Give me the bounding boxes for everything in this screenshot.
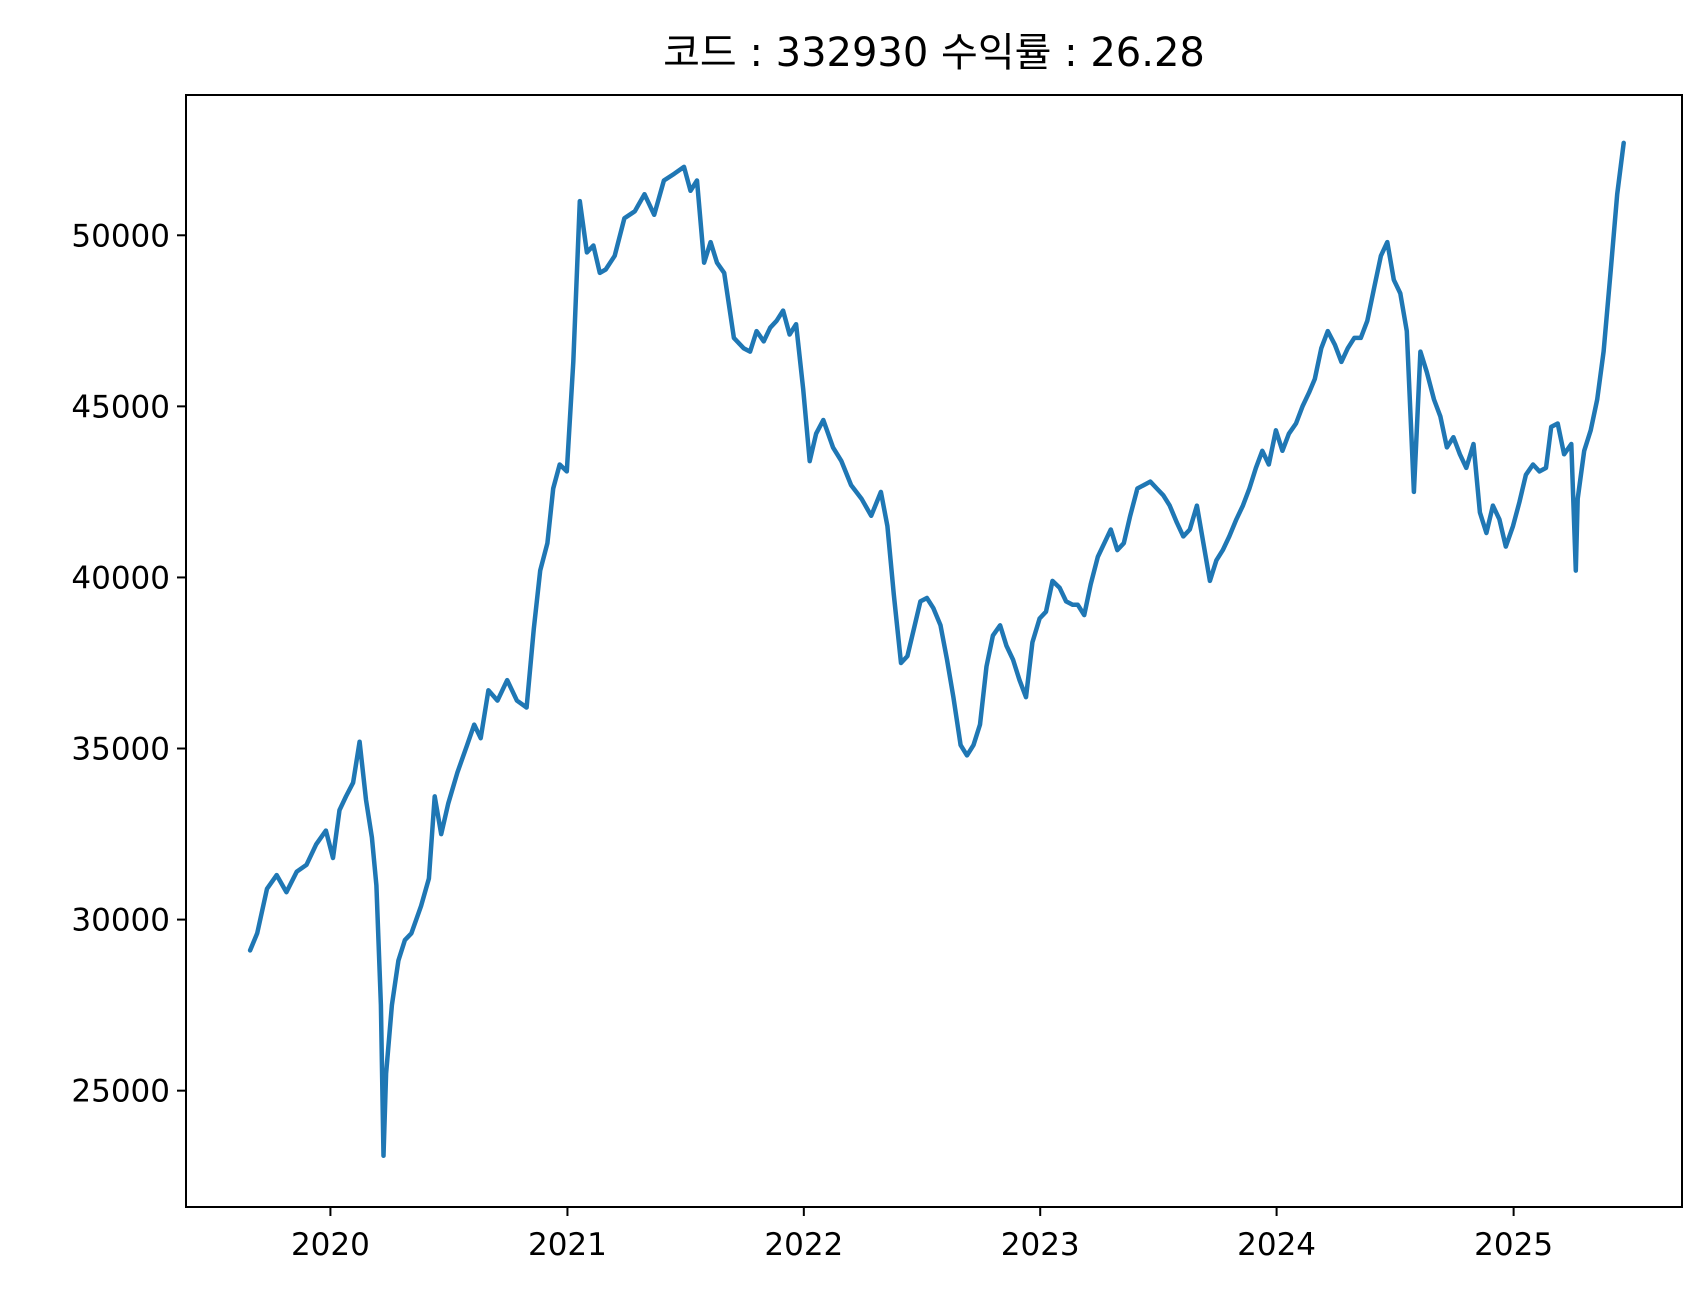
y-tick-label: 40000 (71, 560, 170, 596)
x-tick-label: 2025 (1474, 1227, 1553, 1263)
chart-title: 코드 : 332930 수익률 : 26.28 (663, 30, 1205, 76)
x-tick-label: 2022 (764, 1227, 843, 1263)
x-tick-label: 2021 (528, 1227, 607, 1263)
y-tick-label: 30000 (71, 903, 170, 939)
x-tick-label: 2020 (291, 1227, 370, 1263)
x-ticks: 2020 2021 2022 2023 2024 2025 (291, 1207, 1553, 1263)
plot-frame (185, 94, 1683, 1208)
price-series-line (247, 140, 1626, 1158)
y-tick-label: 35000 (71, 732, 170, 768)
y-ticks: 25000 30000 35000 40000 45000 50000 (71, 218, 186, 1110)
x-tick-label: 2024 (1237, 1227, 1316, 1263)
y-tick-label: 25000 (71, 1074, 170, 1110)
y-tick-label: 50000 (71, 218, 170, 254)
x-tick-label: 2023 (1001, 1227, 1080, 1263)
y-tick-label: 45000 (71, 389, 170, 425)
